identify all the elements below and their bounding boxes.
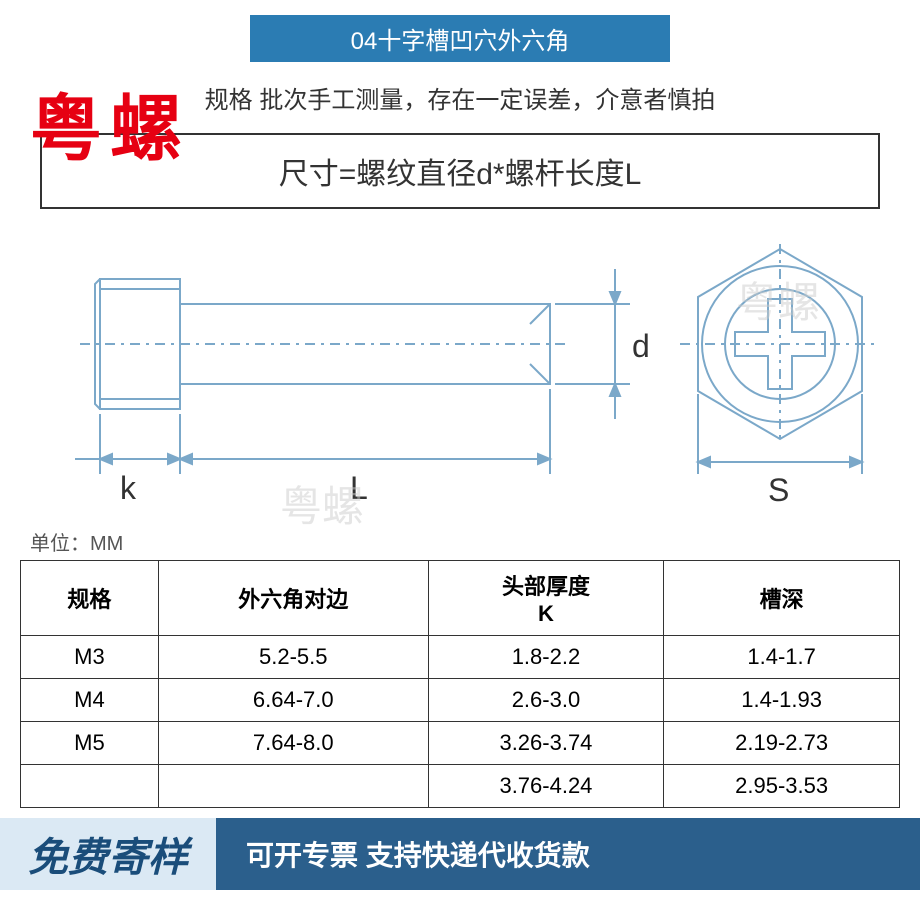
unit-label: 单位：MM (30, 527, 920, 556)
bolt-diagram: 粤螺 粤螺 (20, 229, 900, 519)
table-cell: 7.64-8.0 (158, 722, 428, 765)
table-cell: 3.26-3.74 (428, 722, 664, 765)
table-row: M35.2-5.51.8-2.21.4-1.7 (21, 636, 900, 679)
table-cell: 3.76-4.24 (428, 765, 664, 808)
table-cell: M5 (21, 722, 159, 765)
table-row: M57.64-8.03.26-3.742.19-2.73 (21, 722, 900, 765)
table-cell: 5.2-5.5 (158, 636, 428, 679)
table-cell: M3 (21, 636, 159, 679)
table-cell (21, 765, 159, 808)
col-head-k: 头部厚度 K (428, 561, 664, 636)
table-cell: M4 (21, 679, 159, 722)
title-band: 04十字槽凹穴外六角 (250, 15, 670, 62)
bolt-svg: d k L S (20, 229, 900, 519)
col-slot: 槽深 (664, 561, 900, 636)
table-header-row: 规格 外六角对边 头部厚度 K 槽深 (21, 561, 900, 636)
col-spec: 规格 (21, 561, 159, 636)
table-cell: 2.95-3.53 (664, 765, 900, 808)
free-sample-badge: 免费寄样 (0, 818, 216, 890)
table-cell: 6.64-7.0 (158, 679, 428, 722)
footer-services: 可开专票 支持快递代收货款 (216, 818, 920, 890)
spec-table: 规格 外六角对边 头部厚度 K 槽深 M35.2-5.51.8-2.21.4-1… (20, 560, 900, 808)
table-row: M46.64-7.02.6-3.01.4-1.93 (21, 679, 900, 722)
svg-text:L: L (350, 470, 368, 506)
table-body: M35.2-5.51.8-2.21.4-1.7M46.64-7.02.6-3.0… (21, 636, 900, 808)
table-cell: 1.4-1.93 (664, 679, 900, 722)
watermark-red: 粤螺 (30, 70, 190, 175)
table-cell: 2.6-3.0 (428, 679, 664, 722)
svg-text:d: d (632, 328, 650, 364)
svg-text:S: S (768, 472, 789, 508)
table-cell: 1.4-1.7 (664, 636, 900, 679)
table-cell: 1.8-2.2 (428, 636, 664, 679)
footer-bar: 免费寄样 可开专票 支持快递代收货款 (0, 818, 920, 890)
table-cell (158, 765, 428, 808)
col-hex: 外六角对边 (158, 561, 428, 636)
table-row: 3.76-4.242.95-3.53 (21, 765, 900, 808)
table-cell: 2.19-2.73 (664, 722, 900, 765)
svg-text:k: k (120, 470, 137, 506)
